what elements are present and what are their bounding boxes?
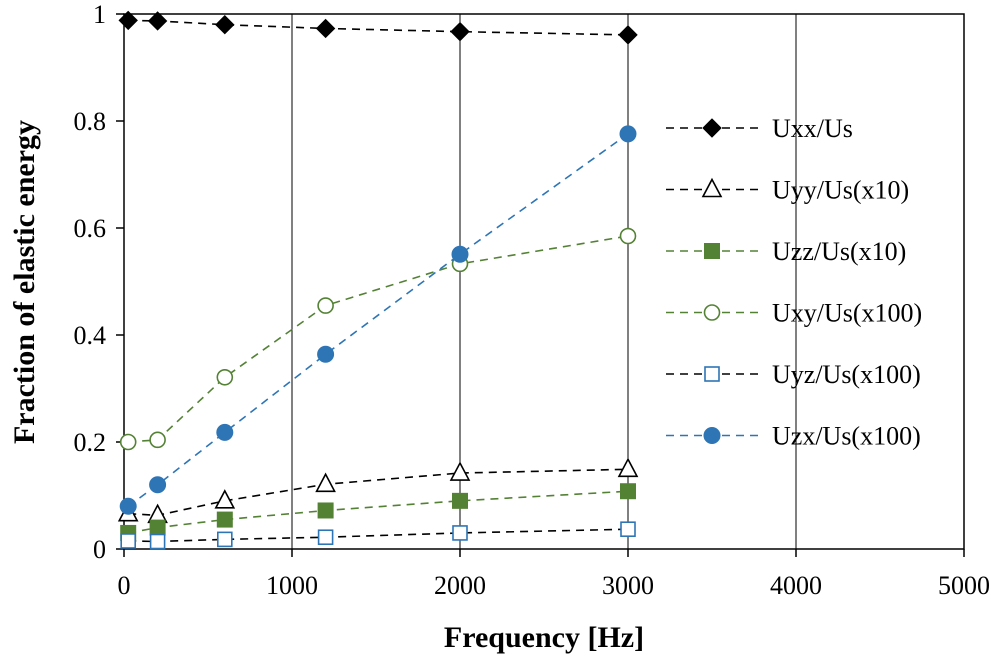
data-point <box>449 461 471 481</box>
series-Uxy/Us(x100) <box>119 227 637 451</box>
x-tick-label: 0 <box>118 571 131 600</box>
data-point <box>119 497 137 515</box>
data-point <box>450 21 470 42</box>
data-point <box>149 476 167 494</box>
data-point <box>619 125 637 143</box>
legend-marker <box>703 427 721 444</box>
data-point <box>216 423 234 441</box>
data-point <box>149 519 166 536</box>
series-layer <box>117 10 639 550</box>
legend-marker <box>702 118 722 138</box>
y-axis-ticks: 0 0.2 0.4 0.6 0.8 1 <box>74 0 124 564</box>
legend-label: Uxy/Us(x100) <box>772 299 922 328</box>
data-point <box>620 521 636 538</box>
x-tick-label: 4000 <box>770 571 822 600</box>
data-point <box>149 533 166 550</box>
data-point <box>315 472 336 493</box>
series-Uzx/Us(x100) <box>119 125 637 515</box>
y-tick-label: 1 <box>93 0 106 29</box>
y-axis-title: Fraction of elastic energy <box>8 120 41 444</box>
x-axis-ticks: 0 1000 2000 3000 4000 5000 <box>118 549 990 600</box>
data-point <box>620 483 636 500</box>
x-tick-label: 3000 <box>602 571 654 600</box>
legend-item: Uyy/Us(x10) <box>666 176 909 205</box>
legend-label: Uzx/Us(x100) <box>772 422 921 451</box>
series-line <box>128 528 629 543</box>
series-Uxx/Us <box>118 10 638 45</box>
y-tick-label: 0.4 <box>74 321 107 350</box>
legend-label: Uyz/Us(x100) <box>772 360 921 389</box>
x-tick-label: 2000 <box>434 571 486 600</box>
data-point <box>118 10 138 31</box>
y-tick-label: 0.6 <box>74 214 107 243</box>
y-tick-label: 0.2 <box>74 428 107 457</box>
data-point <box>317 345 335 363</box>
data-point <box>315 18 336 39</box>
data-point <box>216 511 233 528</box>
legend-label: Uxx/Us <box>772 114 853 143</box>
x-axis-title: Frequency [Hz] <box>444 621 644 654</box>
data-point <box>452 492 468 509</box>
series-Uyy/Us(x10) <box>117 457 639 524</box>
legend-marker <box>703 304 721 321</box>
legend-marker <box>701 177 723 198</box>
legend-item: Uxy/Us(x100) <box>666 299 922 328</box>
data-point <box>216 368 234 386</box>
data-point <box>214 489 236 509</box>
data-point <box>317 297 334 314</box>
data-point <box>619 227 637 245</box>
y-tick-label: 0 <box>93 535 106 564</box>
legend-label: Uzz/Us(x10) <box>772 237 906 266</box>
data-point <box>452 525 468 541</box>
data-point <box>317 529 334 546</box>
data-point <box>147 11 168 31</box>
series-line <box>128 235 629 443</box>
series-line <box>128 19 629 36</box>
x-tick-label: 5000 <box>938 571 990 600</box>
data-point <box>617 457 639 478</box>
legend-marker <box>704 366 720 382</box>
series-Uzz/Us(x10) <box>120 483 636 541</box>
data-point <box>215 14 235 35</box>
data-point <box>451 245 469 263</box>
data-point <box>618 25 638 45</box>
data-point <box>317 502 334 519</box>
series-line <box>128 468 629 517</box>
data-point <box>217 531 233 548</box>
legend-label: Uyy/Us(x10) <box>772 176 909 205</box>
legend-item: Uzz/Us(x10) <box>666 237 906 266</box>
data-point <box>119 433 137 451</box>
y-tick-label: 0.8 <box>74 107 107 136</box>
grid-layer <box>291 14 797 549</box>
series-line <box>127 133 629 507</box>
legend-marker <box>704 243 720 259</box>
series-Uyz/Us(x100) <box>120 521 636 550</box>
series-line <box>128 490 629 534</box>
plot-area-frame <box>123 13 965 550</box>
data-point <box>120 533 136 549</box>
x-tick-label: 1000 <box>266 571 318 600</box>
legend-item: Uyz/Us(x100) <box>666 360 921 389</box>
legend-item: Uzx/Us(x100) <box>666 422 921 451</box>
legend: Uxx/Us Uyy/Us(x10) Uzz/Us(x10) Uxy/Us(x100)… <box>666 114 922 451</box>
data-point <box>149 431 166 449</box>
legend-item: Uxx/Us <box>666 114 853 143</box>
